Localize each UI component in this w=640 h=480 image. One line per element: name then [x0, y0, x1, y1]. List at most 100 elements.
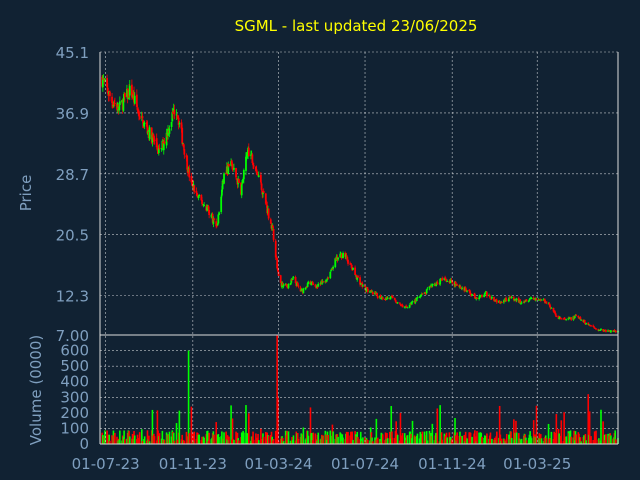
candle-body	[503, 300, 505, 303]
volume-bar	[615, 439, 617, 444]
candle-body	[141, 116, 144, 119]
volume-bar	[218, 437, 220, 444]
volume-bar	[426, 440, 429, 444]
volume-bar	[302, 427, 305, 444]
volume-bar	[454, 435, 457, 444]
candle-body	[396, 302, 399, 304]
candle-body	[282, 284, 285, 287]
candle-body	[181, 127, 184, 144]
volume-bar	[153, 436, 156, 444]
candle-body	[489, 297, 492, 299]
candle-body	[421, 293, 424, 295]
volume-tick-label: 0	[79, 435, 89, 453]
volume-bar	[188, 433, 191, 444]
candle-body	[441, 278, 444, 281]
volume-bar	[391, 431, 393, 444]
volume-bar	[560, 420, 563, 444]
volume-bar	[267, 435, 270, 444]
volume-bar	[138, 432, 141, 444]
candle-body	[371, 291, 374, 293]
volume-bar	[375, 418, 378, 444]
candle-body	[279, 275, 282, 283]
candle-body	[146, 125, 149, 134]
volume-tick-label: 400	[60, 373, 89, 391]
candle-body	[486, 292, 488, 297]
volume-bar	[340, 433, 342, 444]
candle-body	[600, 329, 602, 331]
volume-bar	[148, 435, 150, 444]
volume-bar	[587, 394, 590, 444]
candle-body	[500, 302, 503, 304]
candle-body	[267, 208, 270, 219]
candle-body	[557, 315, 560, 319]
candle-body	[590, 325, 592, 327]
candle-body	[170, 121, 173, 127]
candle-body	[163, 141, 166, 144]
volume-bar	[257, 440, 260, 444]
volume-bar	[317, 432, 320, 444]
volume-bar	[372, 441, 374, 444]
volume-bar	[225, 431, 227, 444]
volume-bar	[466, 438, 468, 444]
volume-bar	[545, 437, 548, 444]
candle-body	[143, 123, 146, 125]
candle-body	[307, 281, 310, 285]
volume-bar	[282, 441, 285, 444]
volume-bar	[588, 411, 591, 444]
candle-body	[365, 287, 368, 292]
candle-body	[188, 168, 191, 178]
candle-body	[299, 287, 302, 292]
candle-body	[245, 156, 247, 171]
candle-body	[431, 283, 434, 287]
candle-body	[426, 288, 429, 290]
volume-bar	[311, 432, 313, 444]
volume-bar	[201, 436, 203, 444]
candle-body	[269, 219, 272, 224]
candle-body	[469, 292, 472, 295]
candle-body	[106, 78, 108, 88]
candle-body	[361, 285, 364, 287]
volume-bar	[181, 434, 183, 444]
candle-body	[107, 93, 110, 97]
price-candles	[101, 74, 619, 334]
candle-body	[555, 315, 558, 317]
volume-bar	[525, 440, 528, 444]
volume-bar	[233, 439, 235, 444]
candle-body	[614, 330, 617, 333]
candle-body	[289, 283, 292, 285]
candle-body	[207, 205, 210, 210]
candle-body	[369, 291, 371, 293]
volume-bar	[381, 434, 384, 444]
price-tick-label: 36.9	[56, 105, 89, 123]
candle-body	[325, 279, 328, 282]
candle-body	[446, 280, 449, 282]
candle-body	[420, 294, 423, 296]
candle-body	[240, 184, 243, 196]
candle-body	[416, 297, 419, 299]
volume-bar	[500, 438, 503, 444]
volume-bar	[474, 436, 477, 444]
volume-bar	[371, 437, 373, 444]
candle-body	[512, 297, 515, 300]
volume-bar	[478, 432, 480, 444]
volume-tick-label: 200	[60, 404, 89, 422]
candle-body	[260, 183, 263, 190]
volume-bar	[359, 431, 362, 444]
volume-bar	[489, 432, 492, 444]
volume-bar	[351, 431, 354, 444]
candle-body	[507, 298, 510, 302]
candle-body	[257, 175, 260, 178]
volume-bar	[183, 440, 186, 444]
volume-bar	[106, 430, 108, 444]
candle-body	[381, 297, 384, 300]
volume-bar	[175, 423, 178, 444]
price-tick-label: 45.1	[56, 44, 89, 62]
volume-bar	[440, 432, 443, 444]
candle-body	[122, 98, 125, 111]
candle-body	[257, 173, 259, 176]
volume-bar	[322, 435, 325, 444]
volume-bar	[461, 435, 463, 444]
candle-body	[225, 173, 228, 175]
candle-body	[418, 296, 421, 298]
volume-bar	[399, 412, 402, 444]
